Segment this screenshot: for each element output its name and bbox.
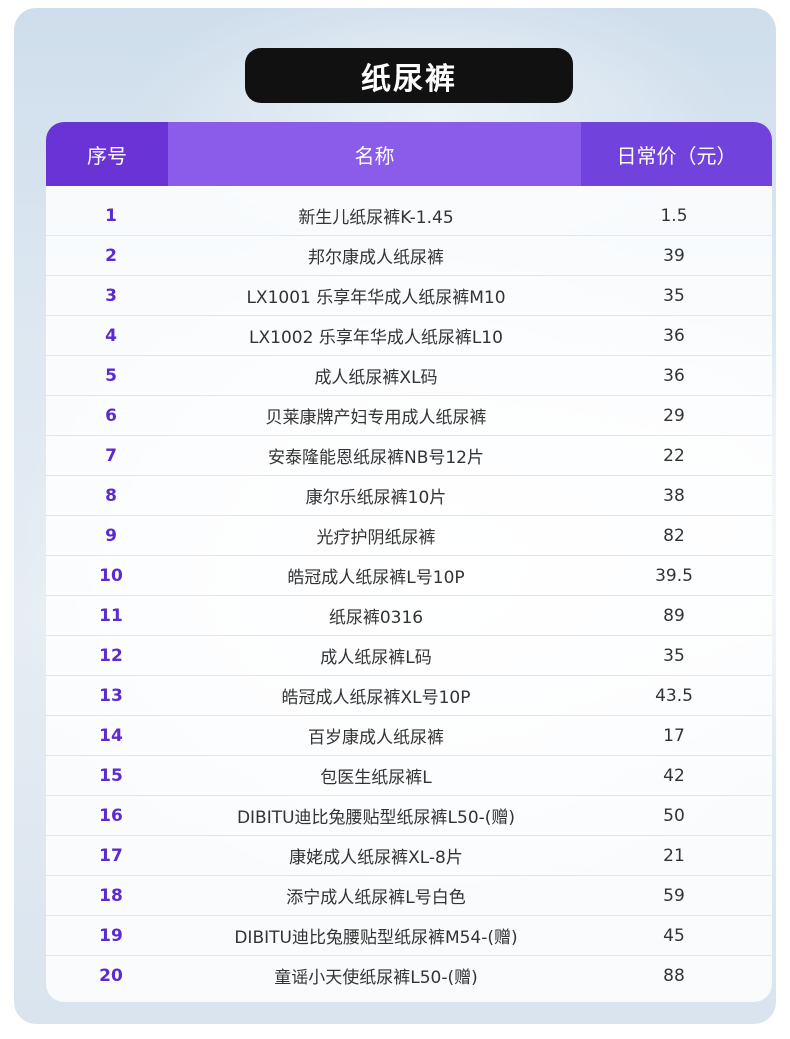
- product-name: 贝莱康牌产妇专用成人纸尿裤: [265, 408, 487, 428]
- product-name: 皓冠成人纸尿裤XL号10P: [281, 688, 471, 708]
- table-row: 19 DIBITU迪比兔腰贴型纸尿裤M54-(赠) 45: [46, 916, 772, 956]
- product-price: 36: [663, 365, 685, 386]
- row-number: 18: [99, 885, 123, 906]
- product-name: 安泰隆能恩纸尿裤NB号12片: [267, 448, 484, 468]
- row-number: 7: [105, 445, 117, 466]
- table-row: 11 纸尿裤0316 89: [46, 596, 772, 636]
- row-number: 9: [105, 525, 117, 546]
- product-price: 1.5: [660, 205, 688, 226]
- product-price: 45: [663, 925, 685, 946]
- table-body: 1 新生儿纸尿裤K-1.45 1.5 2 邦尔康成人纸尿裤 39 3 LX1001 乐享年华成…: [46, 196, 772, 995]
- table-row: 13 皓冠成人纸尿裤XL号10P 43.5: [46, 676, 772, 716]
- row-number: 11: [99, 605, 123, 626]
- row-number: 10: [99, 565, 123, 586]
- product-price: 43.5: [655, 685, 693, 706]
- product-name: LX1001 乐享年华成人纸尿裤M10: [246, 288, 506, 308]
- product-price: 36: [663, 325, 685, 346]
- product-price: 89: [663, 605, 685, 626]
- table-row: 6 贝莱康牌产妇专用成人纸尿裤 29: [46, 396, 772, 436]
- table-row: 1 新生儿纸尿裤K-1.45 1.5: [46, 196, 772, 236]
- header-name: 名称: [168, 122, 581, 186]
- product-name: 康尔乐纸尿裤10片: [305, 488, 447, 508]
- row-number: 16: [99, 805, 123, 826]
- product-name: 成人纸尿裤L码: [320, 648, 432, 668]
- table-row: 5 成人纸尿裤XL码 36: [46, 356, 772, 396]
- row-number: 4: [105, 325, 117, 346]
- table-row: 20 童谣小天使纸尿裤L50-(赠) 88: [46, 956, 772, 995]
- table-header: 序号 名称 日常价（元）: [46, 122, 772, 186]
- row-number: 1: [105, 205, 117, 226]
- table-row: 7 安泰隆能恩纸尿裤NB号12片 22: [46, 436, 772, 476]
- product-price: 38: [663, 485, 685, 506]
- product-name: 康姥成人纸尿裤XL-8片: [289, 848, 463, 868]
- product-price: 39.5: [655, 565, 693, 586]
- background-panel: 纸尿裤 序号 名称 日常价（元） 1 新生儿纸尿裤K-1.45 1.5 2 邦尔康成人纸…: [14, 8, 776, 1024]
- product-price: 82: [663, 525, 685, 546]
- table-row: 17 康姥成人纸尿裤XL-8片 21: [46, 836, 772, 876]
- price-table: 序号 名称 日常价（元） 1 新生儿纸尿裤K-1.45 1.5 2 邦尔康成人纸尿裤 39…: [46, 122, 772, 1002]
- table-row: 14 百岁康成人纸尿裤 17: [46, 716, 772, 756]
- row-number: 19: [99, 925, 123, 946]
- row-number: 13: [99, 685, 123, 706]
- product-price: 88: [663, 965, 685, 986]
- table-row: 15 包医生纸尿裤L 42: [46, 756, 772, 796]
- header-price: 日常价（元）: [581, 122, 772, 186]
- row-number: 17: [99, 845, 123, 866]
- product-name: 添宁成人纸尿裤L号白色: [286, 888, 466, 908]
- product-name: LX1002 乐享年华成人纸尿裤L10: [249, 328, 503, 348]
- product-price: 29: [663, 405, 685, 426]
- product-price: 22: [663, 445, 685, 466]
- row-number: 14: [99, 725, 123, 746]
- table-row: 9 光疗护阴纸尿裤 82: [46, 516, 772, 556]
- table-row: 10 皓冠成人纸尿裤L号10P 39.5: [46, 556, 772, 596]
- row-number: 8: [105, 485, 117, 506]
- product-name: 光疗护阴纸尿裤: [316, 528, 436, 548]
- product-price: 35: [663, 645, 685, 666]
- product-price: 21: [663, 845, 685, 866]
- row-number: 3: [105, 285, 117, 306]
- product-name: 邦尔康成人纸尿裤: [308, 248, 444, 268]
- table-row: 4 LX1002 乐享年华成人纸尿裤L10 36: [46, 316, 772, 356]
- header-number: 序号: [46, 122, 168, 186]
- product-price: 39: [663, 245, 685, 266]
- product-name: 童谣小天使纸尿裤L50-(赠): [274, 968, 478, 988]
- row-number: 2: [105, 245, 117, 266]
- product-name: 成人纸尿裤XL码: [314, 368, 438, 388]
- row-number: 15: [99, 765, 123, 786]
- table-row: 12 成人纸尿裤L码 35: [46, 636, 772, 676]
- row-number: 20: [99, 965, 123, 986]
- table-row: 16 DIBITU迪比兔腰贴型纸尿裤L50-(赠) 50: [46, 796, 772, 836]
- row-number: 12: [99, 645, 123, 666]
- table-row: 2 邦尔康成人纸尿裤 39: [46, 236, 772, 276]
- product-name: 纸尿裤0316: [328, 608, 424, 628]
- product-price: 35: [663, 285, 685, 306]
- product-name: 皓冠成人纸尿裤L号10P: [287, 568, 465, 588]
- table-row: 8 康尔乐纸尿裤10片 38: [46, 476, 772, 516]
- product-name: 百岁康成人纸尿裤: [308, 728, 444, 748]
- product-name: DIBITU迪比兔腰贴型纸尿裤L50-(赠): [236, 808, 516, 828]
- page-title: 纸尿裤: [245, 48, 573, 103]
- row-number: 6: [105, 405, 117, 426]
- product-name: DIBITU迪比兔腰贴型纸尿裤M54-(赠): [234, 928, 518, 948]
- product-price: 17: [663, 725, 685, 746]
- product-price: 50: [663, 805, 685, 826]
- product-name: 包医生纸尿裤L: [320, 768, 432, 788]
- product-price: 42: [663, 765, 685, 786]
- table-row: 18 添宁成人纸尿裤L号白色 59: [46, 876, 772, 916]
- product-name: 新生儿纸尿裤K-1.45: [298, 208, 454, 228]
- product-price: 59: [663, 885, 685, 906]
- row-number: 5: [105, 365, 117, 386]
- table-row: 3 LX1001 乐享年华成人纸尿裤M10 35: [46, 276, 772, 316]
